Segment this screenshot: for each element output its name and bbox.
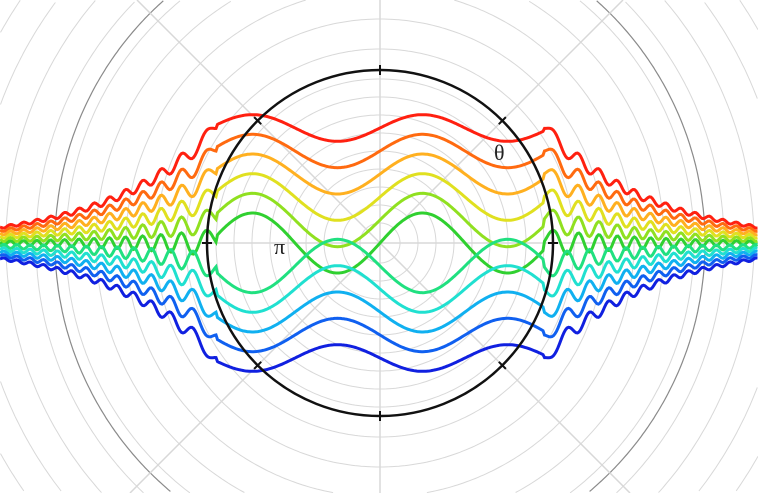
wave-curve (0, 132, 758, 233)
wave-curve (0, 253, 758, 354)
wave-curve (0, 113, 758, 230)
wave-curves (0, 113, 758, 373)
wave-curve (0, 172, 758, 240)
wave-curve (0, 191, 758, 249)
circle-tick (253, 361, 262, 370)
wave-curve (0, 256, 758, 373)
wave-curve (0, 237, 758, 295)
circle-tick (253, 116, 262, 125)
circle-tick (498, 361, 507, 370)
pi-label: π (274, 234, 285, 259)
wave-curve (0, 246, 758, 314)
wave-curve (0, 249, 758, 334)
wave-curve (0, 152, 758, 237)
circle-tick (498, 116, 507, 125)
main-circle (202, 65, 558, 421)
wave-curve (0, 211, 758, 275)
theta-label: θ (494, 140, 505, 165)
grid-radial-line (136, 0, 631, 493)
